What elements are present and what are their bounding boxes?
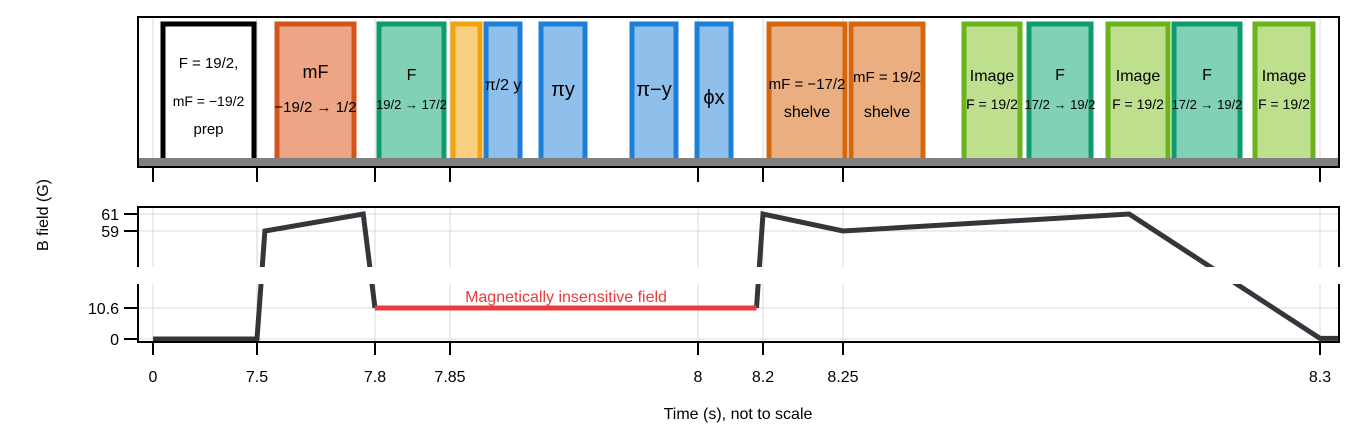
upper-panel-frame (137, 206, 1340, 267)
pulse-box: Image F = 19/2 (1252, 21, 1316, 167)
pulse-box: F 17/2 → 19/2 (1171, 21, 1243, 167)
pulse-box: πy (538, 21, 588, 167)
x-tick-label: 8 (694, 369, 703, 386)
pulse-label: F (1055, 67, 1065, 84)
pulse-label: shelve (864, 104, 910, 121)
baseline-bar (138, 158, 1339, 167)
pulse-label: Image (970, 68, 1015, 85)
pulse-label: 17/2 → 19/2 (1025, 97, 1096, 112)
pulse-rect (274, 21, 357, 167)
pulse-box: ϕx (694, 21, 734, 167)
pulse-rect (1171, 21, 1243, 167)
pulse-rect (766, 21, 848, 167)
pulse-box: π/2 y (483, 21, 523, 167)
pulse-rect (694, 21, 734, 167)
pulse-box: F 17/2 → 19/2 (1025, 21, 1096, 167)
pulse-label: Image (1262, 68, 1307, 85)
pulse-label: mF = 19/2 (853, 69, 921, 86)
x-tick-label: 7.8 (364, 369, 386, 386)
bfield-lower-panel: 10.6 0 0 7.5 7.8 7.85 8 8.2 8.25 8.3 Magneticall… (88, 284, 1340, 386)
x-tick-label: 8.2 (752, 369, 774, 386)
pulse-label: 19/2 → 17/2 (376, 97, 447, 112)
pulse-rect (629, 21, 679, 167)
pulse-box: mF = −17/2 shelve (766, 21, 848, 167)
pulse-rect (1026, 21, 1094, 167)
lower-panel-frame (137, 284, 1340, 343)
bfield-line-lower (153, 284, 378, 342)
x-tick-label: 8.25 (827, 369, 858, 386)
y-tick-label: 59 (101, 224, 119, 241)
pulse-panel: F = 19/2, mF = −19/2 prep mF −19/2 → 1/2 F 19/… (137, 16, 1340, 182)
pulse-box: mF −19/2 → 1/2 (274, 21, 357, 167)
x-tick-label: 7.5 (246, 369, 268, 386)
y-axis-label: B field (G) (35, 179, 52, 251)
y-tick-label: 61 (101, 207, 119, 224)
pulse-label: F = 19/2 (966, 96, 1018, 112)
pulse-label: πy (551, 79, 575, 101)
pulse-box: F 19/2 → 17/2 (376, 21, 447, 167)
y-tick-label: 10.6 (88, 301, 119, 318)
pulse-label: Image (1116, 68, 1161, 85)
pulse-label: F (1202, 67, 1212, 84)
x-axis-label: Time (s), not to scale (664, 406, 813, 423)
pulse-label: F = 19/2 (1112, 96, 1164, 112)
x-tick-label: 7.85 (434, 369, 465, 386)
pulse-box: mF = 19/2 shelve (848, 21, 926, 167)
pulse-panel-frame (137, 16, 1340, 168)
pulse-label: mF = −19/2 (173, 93, 245, 109)
pulse-label: mF (303, 62, 329, 82)
pulse-box: F = 19/2, mF = −19/2 prep (160, 21, 257, 167)
pulse-label: prep (193, 121, 223, 138)
pulse-label: F = 19/2, (179, 55, 239, 72)
y-tick-label: 0 (110, 332, 119, 349)
pulse-label: ϕx (703, 87, 724, 109)
pulse-rect (483, 21, 523, 167)
pulse-label: mF = −17/2 (769, 76, 846, 93)
pulse-label: 17/2 → 19/2 (1172, 97, 1243, 112)
pulse-rect (450, 21, 483, 167)
annotation-label: Magnetically insensitive field (465, 289, 667, 306)
pulse-rect (376, 21, 447, 167)
pulse-box (450, 21, 483, 167)
pulse-label: −19/2 → 1/2 (274, 99, 356, 116)
pulse-label: π/2 y (485, 77, 522, 94)
pulse-label: π−y (636, 79, 671, 101)
bfield-line-upper (756, 210, 1216, 267)
pulse-label: shelve (784, 104, 830, 121)
x-tick-label: 8.3 (1309, 369, 1331, 386)
pulse-rect (848, 21, 926, 167)
pulse-box: Image F = 19/2 (961, 21, 1023, 167)
pulse-label: F (407, 67, 417, 84)
pulse-rect (1105, 21, 1171, 167)
pulse-rect (160, 21, 257, 167)
bfield-line-upper (259, 211, 373, 267)
pulse-rect (961, 21, 1023, 167)
x-tick-label: 0 (149, 369, 158, 386)
pulse-box: π−y (629, 21, 679, 167)
pulse-label: F = 19/2 (1258, 96, 1310, 112)
pulse-box: Image F = 19/2 (1105, 21, 1171, 167)
pulse-rect (1252, 21, 1316, 167)
